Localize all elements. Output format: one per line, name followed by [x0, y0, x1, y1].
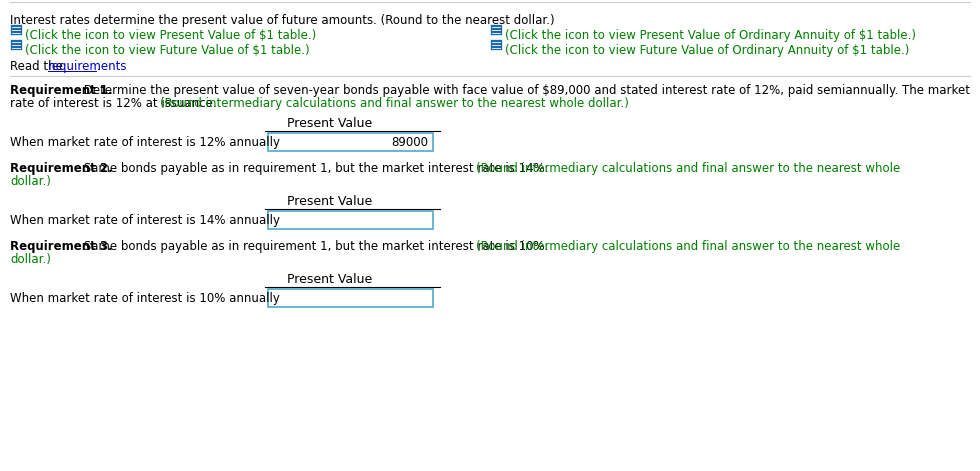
FancyBboxPatch shape	[490, 24, 502, 35]
Text: (Round intermediary calculations and final answer to the nearest whole: (Round intermediary calculations and fin…	[476, 162, 901, 175]
Text: Read the: Read the	[10, 60, 67, 73]
Text: Interest rates determine the present value of future amounts. (Round to the near: Interest rates determine the present val…	[10, 14, 555, 27]
FancyBboxPatch shape	[268, 211, 433, 229]
Text: Requirement 3.: Requirement 3.	[10, 240, 113, 253]
Text: Same bonds payable as in requirement 1, but the market interest rate is 14%.: Same bonds payable as in requirement 1, …	[80, 162, 553, 175]
Text: 89000: 89000	[391, 136, 428, 148]
Text: Present Value: Present Value	[287, 117, 372, 130]
FancyBboxPatch shape	[10, 24, 22, 35]
Text: (Click the icon to view Future Value of $1 table.): (Click the icon to view Future Value of …	[25, 44, 310, 57]
Text: (Round intermediary calculations and final answer to the nearest whole: (Round intermediary calculations and fin…	[476, 240, 901, 253]
Text: Present Value: Present Value	[287, 195, 372, 208]
Text: Same bonds payable as in requirement 1, but the market interest rate is 10%.: Same bonds payable as in requirement 1, …	[80, 240, 552, 253]
FancyBboxPatch shape	[268, 133, 433, 151]
Text: Requirement 2.: Requirement 2.	[10, 162, 113, 175]
Text: (Click the icon to view Future Value of Ordinary Annuity of $1 table.): (Click the icon to view Future Value of …	[505, 44, 909, 57]
Text: dollar.): dollar.)	[10, 175, 51, 188]
FancyBboxPatch shape	[268, 289, 433, 307]
Text: When market rate of interest is 10% annually: When market rate of interest is 10% annu…	[10, 292, 280, 305]
Text: dollar.): dollar.)	[10, 253, 51, 266]
Text: (Click the icon to view Present Value of $1 table.): (Click the icon to view Present Value of…	[25, 29, 317, 42]
Text: requirements: requirements	[48, 60, 127, 73]
FancyBboxPatch shape	[10, 39, 22, 50]
Text: .: .	[97, 60, 101, 73]
Text: Requirement 1.: Requirement 1.	[10, 84, 113, 97]
Text: (Click the icon to view Present Value of Ordinary Annuity of $1 table.): (Click the icon to view Present Value of…	[505, 29, 916, 42]
Text: When market rate of interest is 14% annually: When market rate of interest is 14% annu…	[10, 214, 280, 227]
Text: Determine the present value of seven-year bonds payable with face value of $89,0: Determine the present value of seven-yea…	[80, 84, 970, 97]
Text: When market rate of interest is 12% annually: When market rate of interest is 12% annu…	[10, 136, 280, 149]
Text: (Round intermediary calculations and final answer to the nearest whole dollar.): (Round intermediary calculations and fin…	[160, 97, 629, 110]
Text: Present Value: Present Value	[287, 273, 372, 286]
FancyBboxPatch shape	[490, 39, 502, 50]
Text: rate of interest is 12% at issuance.: rate of interest is 12% at issuance.	[10, 97, 220, 110]
